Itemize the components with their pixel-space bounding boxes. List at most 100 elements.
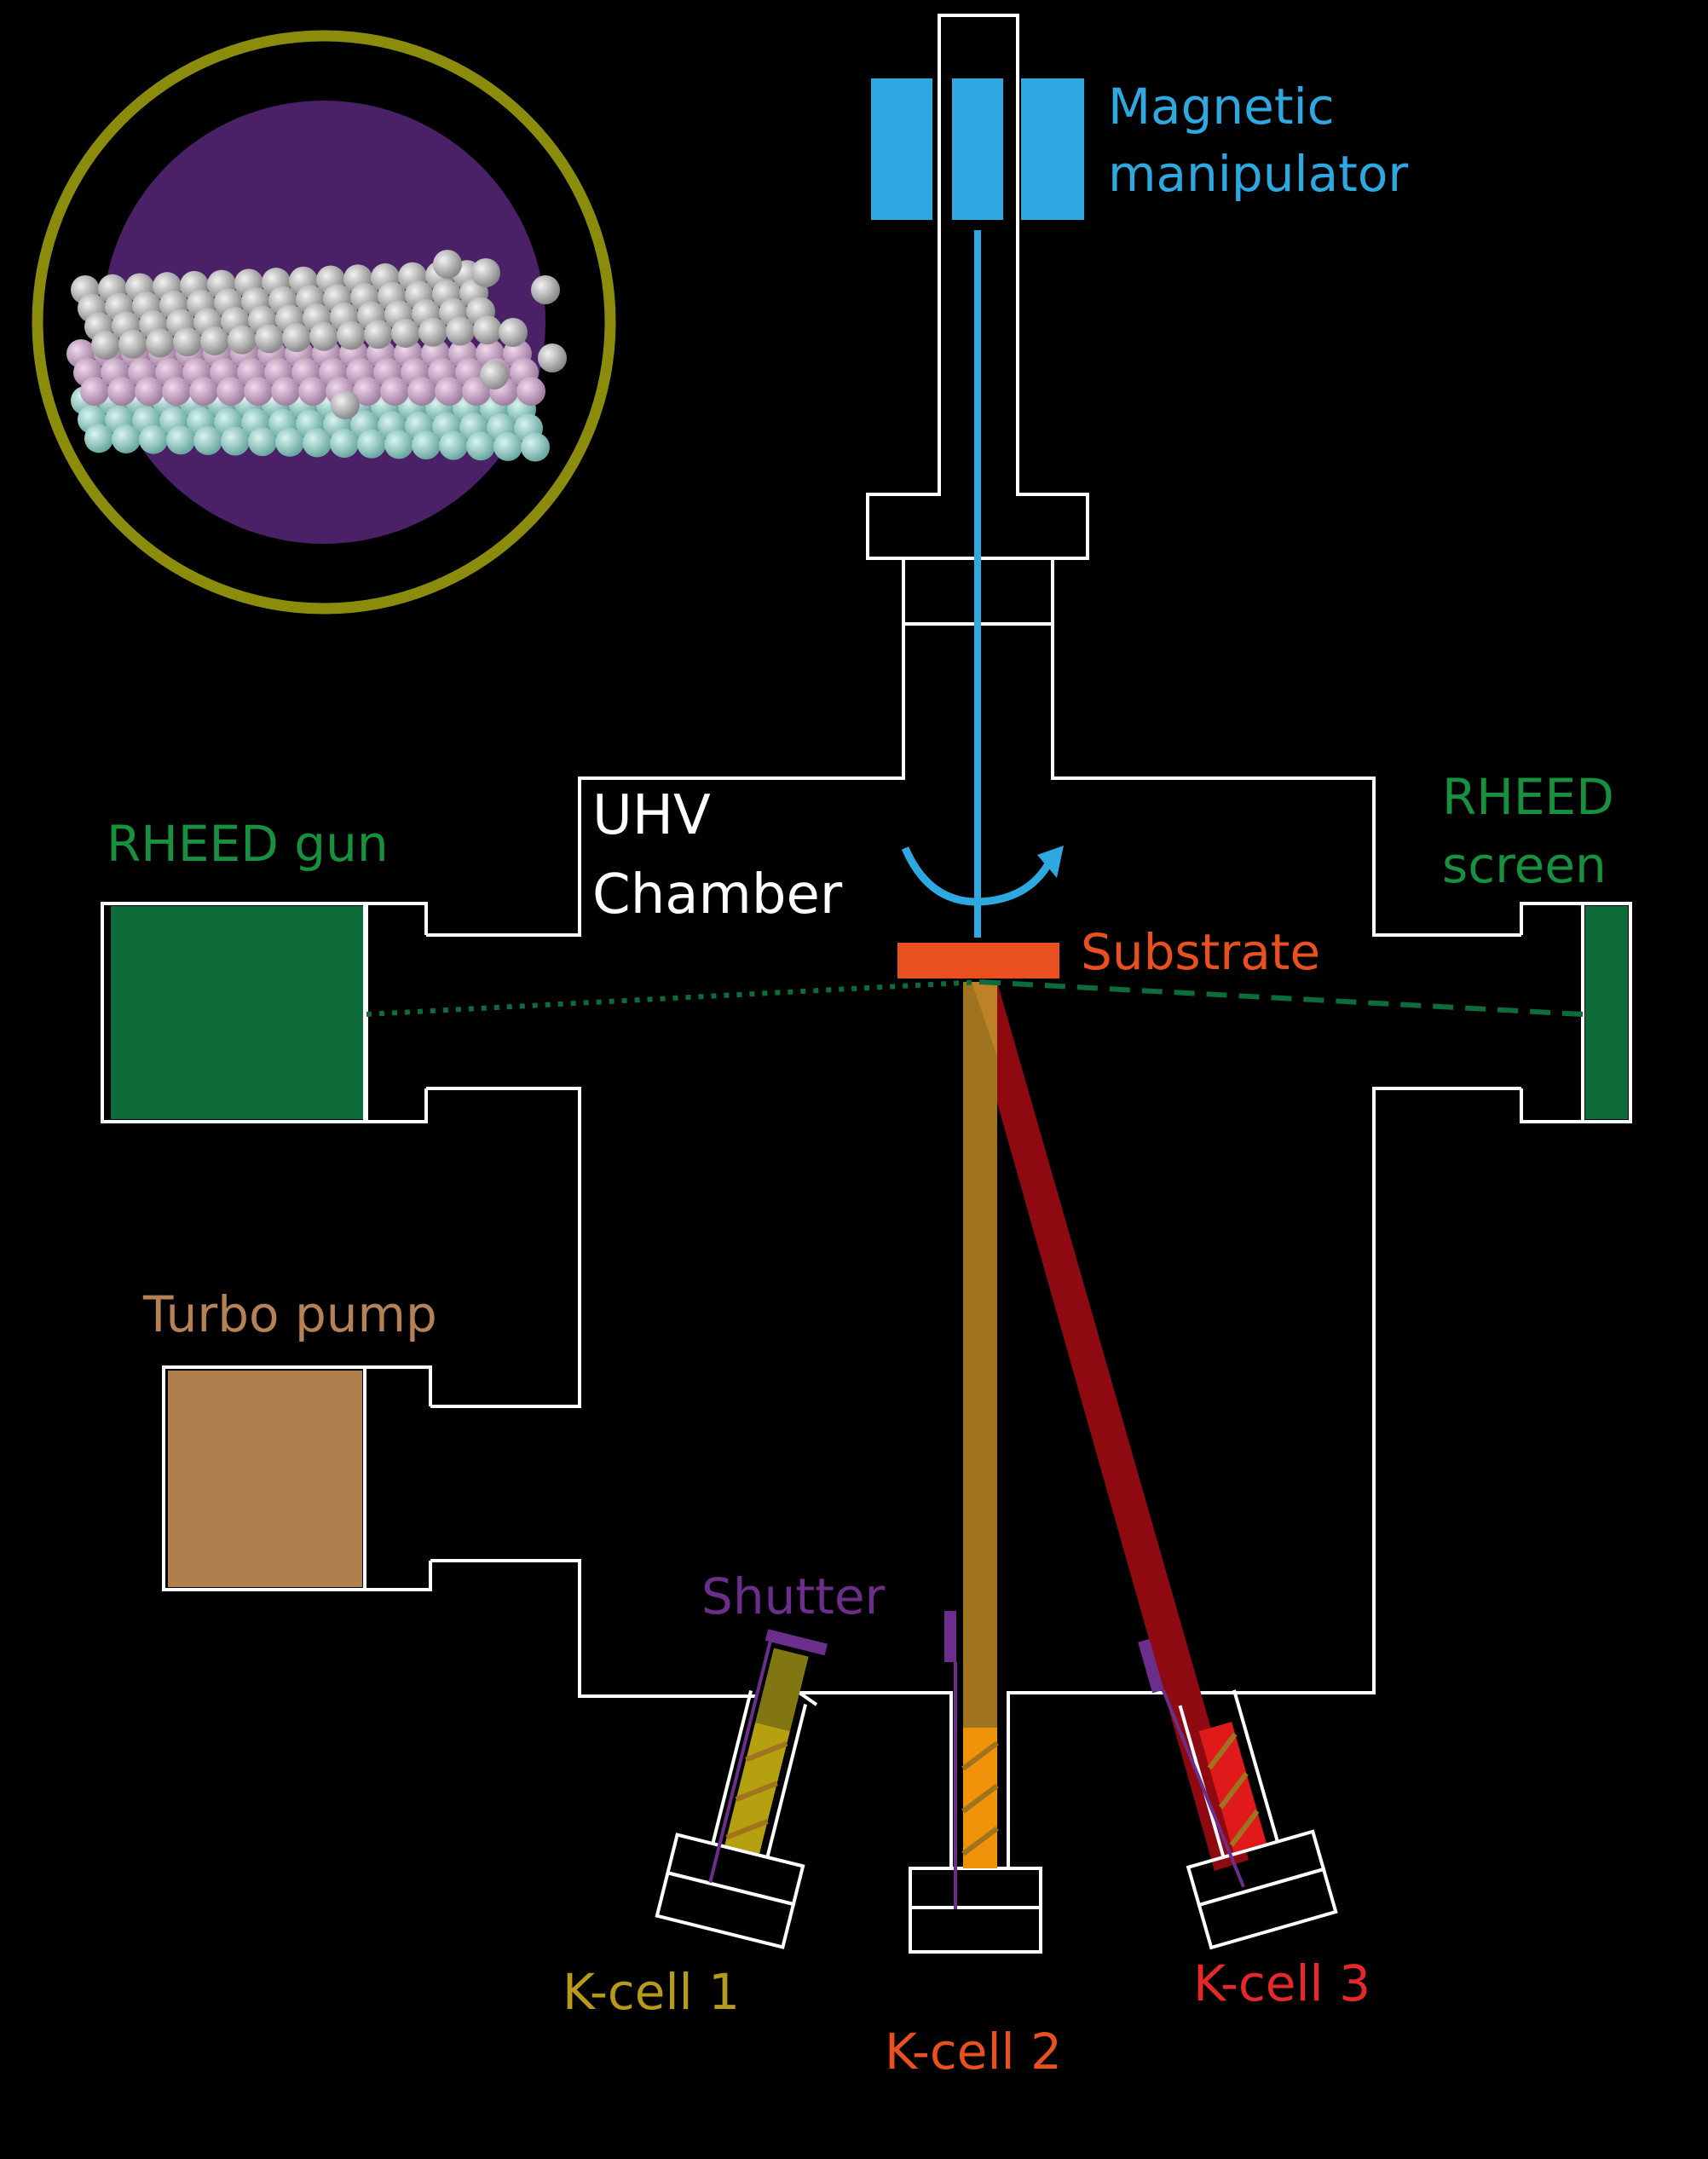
- atom: [193, 425, 222, 455]
- atom: [435, 377, 464, 406]
- atom: [407, 377, 436, 406]
- label-kcell1: K-cell 1: [563, 1963, 740, 2021]
- magnet-center: [952, 78, 1003, 220]
- label-substrate: Substrate: [1081, 923, 1320, 981]
- kcell2-tube: [949, 1739, 1010, 1868]
- kcell3: [1138, 1638, 1338, 1950]
- atom: [118, 329, 147, 359]
- turbo-housing: [162, 1365, 366, 1591]
- kcell1-shutter: [765, 1629, 828, 1656]
- label-kcell2: K-cell 2: [885, 2023, 1062, 2081]
- label-magnetic-line1: Magnetic: [1108, 78, 1335, 136]
- atom: [380, 377, 409, 406]
- kcell2-beam: [963, 982, 997, 1868]
- atom: [521, 432, 550, 462]
- atom: [162, 377, 191, 406]
- atom: [275, 427, 304, 457]
- atom: [84, 424, 113, 453]
- atom: [248, 427, 277, 457]
- atom: [357, 429, 386, 459]
- atom: [466, 431, 495, 461]
- magnetic-manipulator: [871, 78, 1084, 938]
- rheed-gun: [111, 906, 363, 1119]
- kcell1-tube: [711, 1690, 808, 1858]
- rheed-screen: [1585, 906, 1628, 1119]
- kcell3-shutter: [1138, 1638, 1164, 1694]
- atom: [282, 323, 311, 353]
- atom: [418, 317, 447, 347]
- atom: [480, 361, 509, 390]
- atom-spheres: [66, 250, 567, 462]
- atom: [255, 324, 284, 354]
- kcell3-beam: [963, 982, 1249, 1871]
- atom: [471, 258, 500, 287]
- inset-ring: [32, 30, 616, 615]
- atom: [412, 430, 441, 459]
- atom: [112, 424, 141, 453]
- kcell2: [944, 1611, 999, 1909]
- label-kcell3: K-cell 3: [1193, 1954, 1370, 2012]
- rotation-arrow: [901, 846, 1053, 906]
- atom: [538, 343, 567, 372]
- atom: [446, 316, 475, 346]
- atom: [439, 430, 468, 460]
- atom: [364, 320, 393, 349]
- kcell2-shutter: [944, 1611, 956, 1662]
- magnet-left: [871, 78, 932, 220]
- kcell3-heater-coil: [1207, 1732, 1260, 1847]
- kcell1-heater-coil: [725, 1740, 788, 1840]
- atom: [166, 425, 195, 455]
- atom: [309, 321, 338, 351]
- atom: [516, 377, 545, 406]
- label-rheed-gun: RHEED gun: [107, 815, 389, 873]
- atom: [499, 318, 528, 347]
- kcell1: [655, 1629, 828, 1949]
- atom: [221, 426, 250, 456]
- atom: [80, 377, 109, 406]
- label-uhv-line1: UHV: [592, 784, 711, 847]
- atom: [330, 429, 359, 459]
- main-chamber: [426, 624, 1521, 1739]
- substrate: [897, 943, 1059, 978]
- atom: [531, 275, 560, 304]
- label-uhv-line2: Chamber: [592, 863, 843, 927]
- rheed-diffracted-beam: [979, 979, 1584, 1017]
- kcell3-shutter-arm: [1161, 1689, 1245, 1888]
- atom: [91, 331, 120, 361]
- atom: [337, 320, 366, 350]
- atom: [139, 424, 168, 454]
- atom: [244, 377, 273, 406]
- rheed-incident-beam: [366, 979, 981, 1017]
- atom: [200, 326, 229, 355]
- kcell1-beam-stub: [755, 1648, 809, 1732]
- turbo-port: [363, 1365, 432, 1591]
- atom: [303, 428, 332, 458]
- kcell1-base: [655, 1870, 796, 1949]
- atom: [107, 377, 136, 406]
- atom: [384, 430, 413, 459]
- atom: [135, 377, 164, 406]
- atom: [216, 377, 245, 406]
- atom: [298, 377, 327, 406]
- kcell2-base: [909, 1906, 1042, 1954]
- inset-atomic-layers: [32, 30, 616, 615]
- magnet-right: [1021, 78, 1084, 220]
- atom: [433, 250, 462, 279]
- atom: [173, 327, 202, 357]
- atom: [391, 318, 420, 348]
- atom: [189, 377, 218, 406]
- rotation-arrowhead: [1037, 846, 1064, 878]
- kcell2-flange: [909, 1867, 1042, 1909]
- label-turbo-pump: Turbo pump: [142, 1285, 437, 1343]
- label-shutter: Shutter: [701, 1567, 886, 1625]
- atom: [146, 328, 175, 358]
- kcell1-shutter-arm: [708, 1641, 772, 1884]
- beam-overlap: [972, 982, 997, 1057]
- atom: [228, 325, 257, 355]
- kcell3-base: [1197, 1867, 1338, 1950]
- atom: [353, 377, 382, 406]
- atom: [473, 315, 502, 345]
- label-rheed-screen-line1: RHEED: [1442, 768, 1614, 826]
- turbo-pump: [168, 1371, 362, 1587]
